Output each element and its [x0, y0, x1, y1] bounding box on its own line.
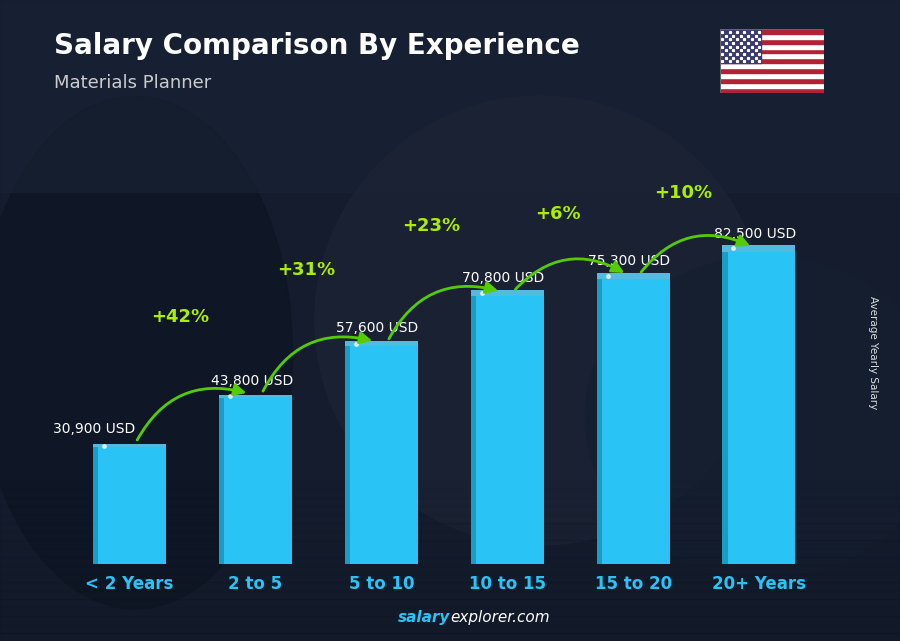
Bar [720, 44, 824, 49]
Bar [0, 506, 900, 515]
Bar [345, 341, 418, 346]
Bar [219, 398, 224, 564]
Bar [597, 279, 602, 564]
Bar [219, 394, 292, 398]
Ellipse shape [585, 256, 900, 577]
Bar [0, 574, 900, 582]
Bar [0, 583, 900, 590]
Bar [720, 49, 824, 53]
Bar [720, 83, 824, 88]
Text: Salary Comparison By Experience: Salary Comparison By Experience [54, 32, 580, 60]
Bar [93, 447, 98, 564]
Bar [723, 252, 796, 564]
Bar [720, 53, 824, 58]
Bar [720, 78, 824, 83]
Bar [471, 290, 544, 296]
Bar [0, 624, 900, 633]
Bar [93, 447, 166, 564]
Bar [720, 88, 824, 93]
Bar [720, 29, 761, 63]
Text: 82,500 USD: 82,500 USD [714, 227, 796, 241]
Bar [720, 38, 824, 44]
Bar [720, 29, 824, 34]
Text: 75,300 USD: 75,300 USD [589, 254, 670, 268]
Text: Average Yearly Salary: Average Yearly Salary [868, 296, 878, 409]
Bar [0, 591, 900, 599]
Bar [0, 608, 900, 616]
Bar [93, 444, 166, 447]
Bar [0, 633, 900, 641]
Bar [0, 540, 900, 548]
Bar [0, 549, 900, 556]
Bar [720, 73, 824, 78]
Bar [720, 63, 824, 69]
Bar [471, 296, 544, 564]
Bar [0, 616, 900, 624]
Bar [219, 398, 292, 564]
Text: +6%: +6% [535, 206, 581, 224]
Bar [597, 272, 670, 279]
Text: 70,800 USD: 70,800 USD [463, 271, 544, 285]
Bar [720, 69, 824, 73]
Text: +31%: +31% [276, 261, 335, 279]
Text: +10%: +10% [654, 184, 713, 202]
Ellipse shape [0, 96, 292, 609]
Ellipse shape [315, 96, 765, 545]
Text: Materials Planner: Materials Planner [54, 74, 212, 92]
Bar [0, 532, 900, 540]
Bar [345, 346, 418, 564]
Bar [345, 346, 350, 564]
Bar [0, 599, 900, 607]
Bar [720, 34, 824, 38]
Text: +23%: +23% [402, 217, 461, 235]
Bar [0, 498, 900, 506]
Bar [597, 279, 670, 564]
Text: salary: salary [398, 610, 450, 625]
Text: 57,600 USD: 57,600 USD [337, 321, 419, 335]
Bar [0, 0, 900, 192]
Bar [720, 58, 824, 63]
Bar [0, 515, 900, 523]
Bar [723, 252, 727, 564]
Bar [471, 296, 476, 564]
Bar [0, 473, 900, 481]
Bar [0, 557, 900, 565]
Text: 30,900 USD: 30,900 USD [53, 422, 135, 437]
Text: +42%: +42% [151, 308, 209, 326]
Text: explorer.com: explorer.com [450, 610, 550, 625]
Text: 43,800 USD: 43,800 USD [211, 374, 292, 388]
Bar [0, 565, 900, 574]
Bar [723, 245, 796, 252]
Bar [0, 481, 900, 489]
Bar [0, 523, 900, 531]
Bar [0, 490, 900, 497]
